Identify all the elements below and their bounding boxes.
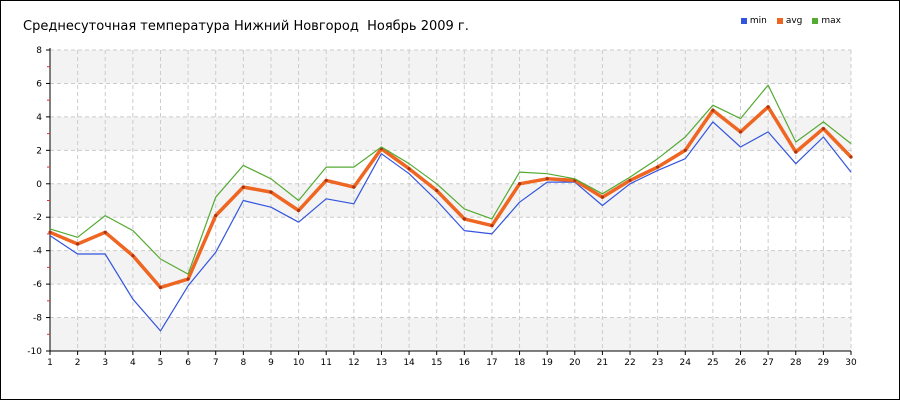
grid-band	[50, 50, 851, 84]
data-point-avg	[738, 130, 743, 134]
x-tick-label: 8	[240, 358, 246, 368]
x-tick-label: 14	[403, 358, 415, 368]
data-point-avg	[407, 167, 411, 171]
x-tick-label: 10	[293, 358, 305, 368]
x-tick-label: 29	[818, 358, 830, 368]
y-tick-label: 0	[36, 180, 42, 190]
y-tick-label: 6	[36, 79, 42, 89]
legend-label-max: max	[821, 16, 841, 26]
x-tick-label: 20	[569, 358, 581, 368]
data-point-avg	[48, 230, 52, 234]
grid-band	[50, 183, 851, 218]
data-point-avg	[600, 195, 605, 199]
legend-swatch-min	[740, 18, 747, 24]
data-point-avg	[656, 165, 660, 169]
grid-band	[50, 116, 851, 151]
data-point-avg	[214, 213, 218, 218]
y-tick-label: -6	[33, 280, 42, 290]
data-point-avg	[545, 177, 549, 181]
x-tick-label: 25	[707, 358, 718, 368]
x-tick-label: 2	[75, 358, 81, 368]
x-tick-label: 1	[47, 358, 53, 368]
series-line-max	[49, 84, 852, 275]
data-point-avg	[352, 185, 356, 189]
x-tick-label: 13	[376, 358, 387, 368]
x-tick-label: 4	[130, 358, 136, 368]
grid-band	[50, 317, 851, 351]
y-tick-label: -10	[27, 347, 42, 357]
x-tick-label: 5	[158, 358, 164, 368]
y-tick-label: 4	[36, 113, 42, 123]
y-tick-label: -2	[33, 213, 42, 223]
data-point-avg	[821, 126, 825, 131]
x-tick-label: 23	[652, 358, 663, 368]
data-point-avg	[766, 105, 770, 109]
legend-label-avg: avg	[785, 16, 803, 26]
x-tick-label: 18	[514, 358, 526, 368]
x-tick-label: 3	[102, 358, 108, 368]
data-point-avg	[76, 242, 80, 246]
legend-item-min: min	[740, 16, 767, 26]
data-point-avg	[517, 182, 522, 186]
x-tick-label: 11	[320, 358, 331, 368]
x-tick-label: 6	[185, 358, 191, 368]
x-tick-label: 30	[845, 358, 857, 368]
data-point-avg	[296, 208, 301, 213]
data-point-avg	[186, 277, 190, 281]
data-point-avg	[103, 230, 107, 234]
x-tick-label: 12	[348, 358, 359, 368]
y-tick-label: 8	[36, 46, 42, 56]
data-point-avg	[683, 148, 687, 152]
grid-band	[50, 250, 851, 285]
data-point-avg	[628, 178, 632, 183]
x-tick-label: 26	[735, 358, 747, 368]
data-point-avg	[711, 108, 715, 112]
y-tick-label: -4	[33, 247, 42, 257]
x-tick-label: 17	[486, 358, 497, 368]
data-point-avg	[158, 285, 163, 290]
data-point-avg	[462, 217, 466, 221]
x-tick-label: 22	[624, 358, 635, 368]
x-tick-label: 28	[790, 358, 802, 368]
x-tick-label: 16	[459, 358, 471, 368]
data-point-avg	[794, 150, 798, 154]
data-point-avg	[131, 254, 135, 258]
x-tick-label: 7	[213, 358, 219, 368]
x-tick-label: 27	[762, 358, 773, 368]
legend-swatch-max	[812, 18, 819, 24]
legend-item-max: max	[812, 16, 841, 26]
legend-item-avg: avg	[776, 16, 803, 26]
legend-label-min: min	[749, 16, 767, 26]
series-line-min	[49, 121, 852, 332]
data-point-avg	[324, 178, 328, 183]
x-tick-label: 9	[268, 358, 274, 368]
data-point-avg	[241, 185, 245, 189]
x-tick-label: 21	[597, 358, 608, 368]
legend-swatch-avg	[776, 18, 783, 24]
x-tick-label: 24	[680, 358, 692, 368]
x-tick-label: 15	[431, 358, 442, 368]
data-point-avg	[490, 223, 494, 228]
y-tick-label: 2	[36, 146, 42, 156]
chart-legend: min avg max	[740, 16, 841, 26]
series-line-avg	[49, 105, 853, 290]
data-point-avg	[849, 155, 853, 159]
data-point-avg	[269, 190, 273, 194]
y-tick-label: -8	[33, 314, 42, 324]
x-tick-label: 19	[541, 358, 553, 368]
chart-title: Среднесуточная температура Нижний Новгор…	[23, 19, 469, 34]
data-point-avg	[435, 188, 439, 193]
